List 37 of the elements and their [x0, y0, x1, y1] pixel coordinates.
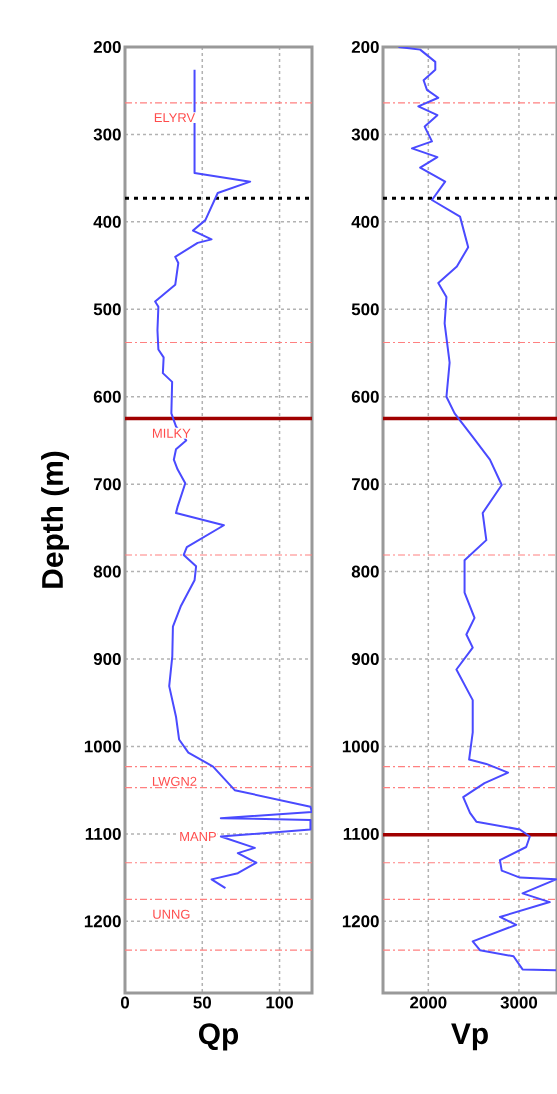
- x-tick-label: 100: [266, 996, 293, 1009]
- y-tick-label: 900: [93, 653, 121, 666]
- y-tick-label: 300: [93, 128, 121, 141]
- line-series: [397, 47, 557, 972]
- x-tick-label: 50: [193, 996, 211, 1009]
- annotation: LWGN2: [152, 776, 197, 786]
- line-series: [154, 68, 312, 890]
- y-tick-label: 1000: [342, 740, 379, 753]
- y-tick-label: 700: [351, 478, 379, 491]
- x-axis-title: Qp: [198, 1023, 239, 1051]
- x-tick-label: 2000: [410, 996, 447, 1009]
- y-tick-label: 800: [351, 565, 379, 578]
- x-tick-label: 0: [120, 996, 130, 1009]
- y-tick-label: 600: [351, 390, 379, 403]
- y-axis-title: Depth (m): [41, 451, 69, 588]
- y-tick-label: 1000: [84, 740, 121, 753]
- annotation: ELYRV: [154, 113, 196, 123]
- y-tick-label: 400: [93, 215, 121, 228]
- x-tick-label: 3000: [500, 996, 538, 1009]
- y-tick-label: 1100: [85, 827, 121, 840]
- y-tick-label: 500: [93, 303, 121, 316]
- y-tick-label: 800: [93, 565, 121, 578]
- y-tick-label: 1100: [343, 827, 379, 840]
- y-tick-label: 600: [93, 390, 121, 403]
- annotation: MANP: [180, 832, 216, 841]
- annotation: MILKY: [152, 428, 191, 438]
- y-tick-label: 300: [351, 128, 379, 141]
- y-tick-label: 1200: [84, 915, 121, 928]
- annotation: UNNG: [153, 909, 190, 919]
- y-tick-label: 200: [351, 41, 379, 53]
- y-tick-label: 500: [351, 303, 379, 316]
- y-tick-label: 1200: [342, 915, 379, 928]
- y-tick-label: 200: [93, 41, 121, 53]
- y-tick-label: 700: [93, 478, 121, 491]
- y-tick-label: 900: [351, 653, 379, 666]
- y-tick-label: 400: [351, 215, 379, 228]
- x-axis-title: Vp: [451, 1023, 488, 1051]
